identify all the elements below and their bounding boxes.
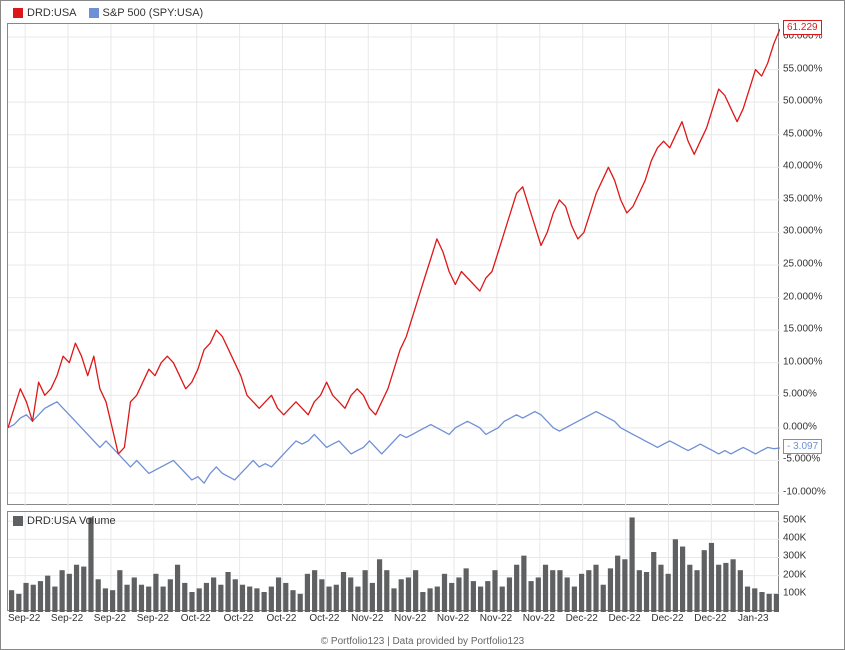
volume-legend: DRD:USA Volume <box>13 515 116 527</box>
x-tick-label: Oct-22 <box>266 613 296 624</box>
chart-legend: DRD:USA S&P 500 (SPY:USA) <box>13 7 203 19</box>
x-tick-label: Oct-22 <box>224 613 254 624</box>
x-tick-label: Sep-22 <box>94 613 126 624</box>
legend-label-spy: S&P 500 (SPY:USA) <box>103 7 204 19</box>
x-tick-label: Oct-22 <box>309 613 339 624</box>
legend-swatch-spy <box>89 8 99 18</box>
x-tick-label: Nov-22 <box>523 613 555 624</box>
main-chart-area <box>7 23 779 505</box>
x-tick-label: Oct-22 <box>181 613 211 624</box>
volume-chart-svg <box>8 512 780 612</box>
end-label-spy: - 3.097 <box>783 439 822 454</box>
x-tick-label: Jan-23 <box>738 613 769 624</box>
x-tick-label: Dec-22 <box>694 613 726 624</box>
legend-item-drd: DRD:USA <box>13 7 77 19</box>
main-chart-svg <box>8 24 780 506</box>
x-tick-label: Sep-22 <box>51 613 83 624</box>
chart-container: DRD:USA S&P 500 (SPY:USA) Since Septembe… <box>0 0 845 650</box>
x-tick-label: Dec-22 <box>608 613 640 624</box>
volume-legend-label: DRD:USA Volume <box>27 515 116 527</box>
x-tick-label: Nov-22 <box>394 613 426 624</box>
legend-swatch-volume <box>13 516 23 526</box>
x-tick-label: Nov-22 <box>480 613 512 624</box>
x-tick-label: Nov-22 <box>351 613 383 624</box>
y-axis-main: -10.000%-5.000%0.000%5.000%10.000%15.000… <box>781 23 844 505</box>
credit-text: © Portfolio123 | Data provided by Portfo… <box>1 636 844 647</box>
end-label-drd: 61.229 <box>783 20 822 35</box>
y-axis-volume: 100K200K300K400K500K <box>781 511 844 611</box>
volume-chart-area <box>7 511 779 611</box>
legend-item-spy: S&P 500 (SPY:USA) <box>89 7 204 19</box>
legend-swatch-drd <box>13 8 23 18</box>
x-tick-label: Sep-22 <box>8 613 40 624</box>
x-tick-label: Sep-22 <box>137 613 169 624</box>
x-axis: Sep-22 Sep-22 Sep-22 Sep-22 Oct-22 Oct-22 Oct-… <box>7 613 779 629</box>
legend-label-drd: DRD:USA <box>27 7 77 19</box>
x-tick-label: Dec-22 <box>651 613 683 624</box>
x-tick-label: Dec-22 <box>566 613 598 624</box>
x-tick-label: Nov-22 <box>437 613 469 624</box>
